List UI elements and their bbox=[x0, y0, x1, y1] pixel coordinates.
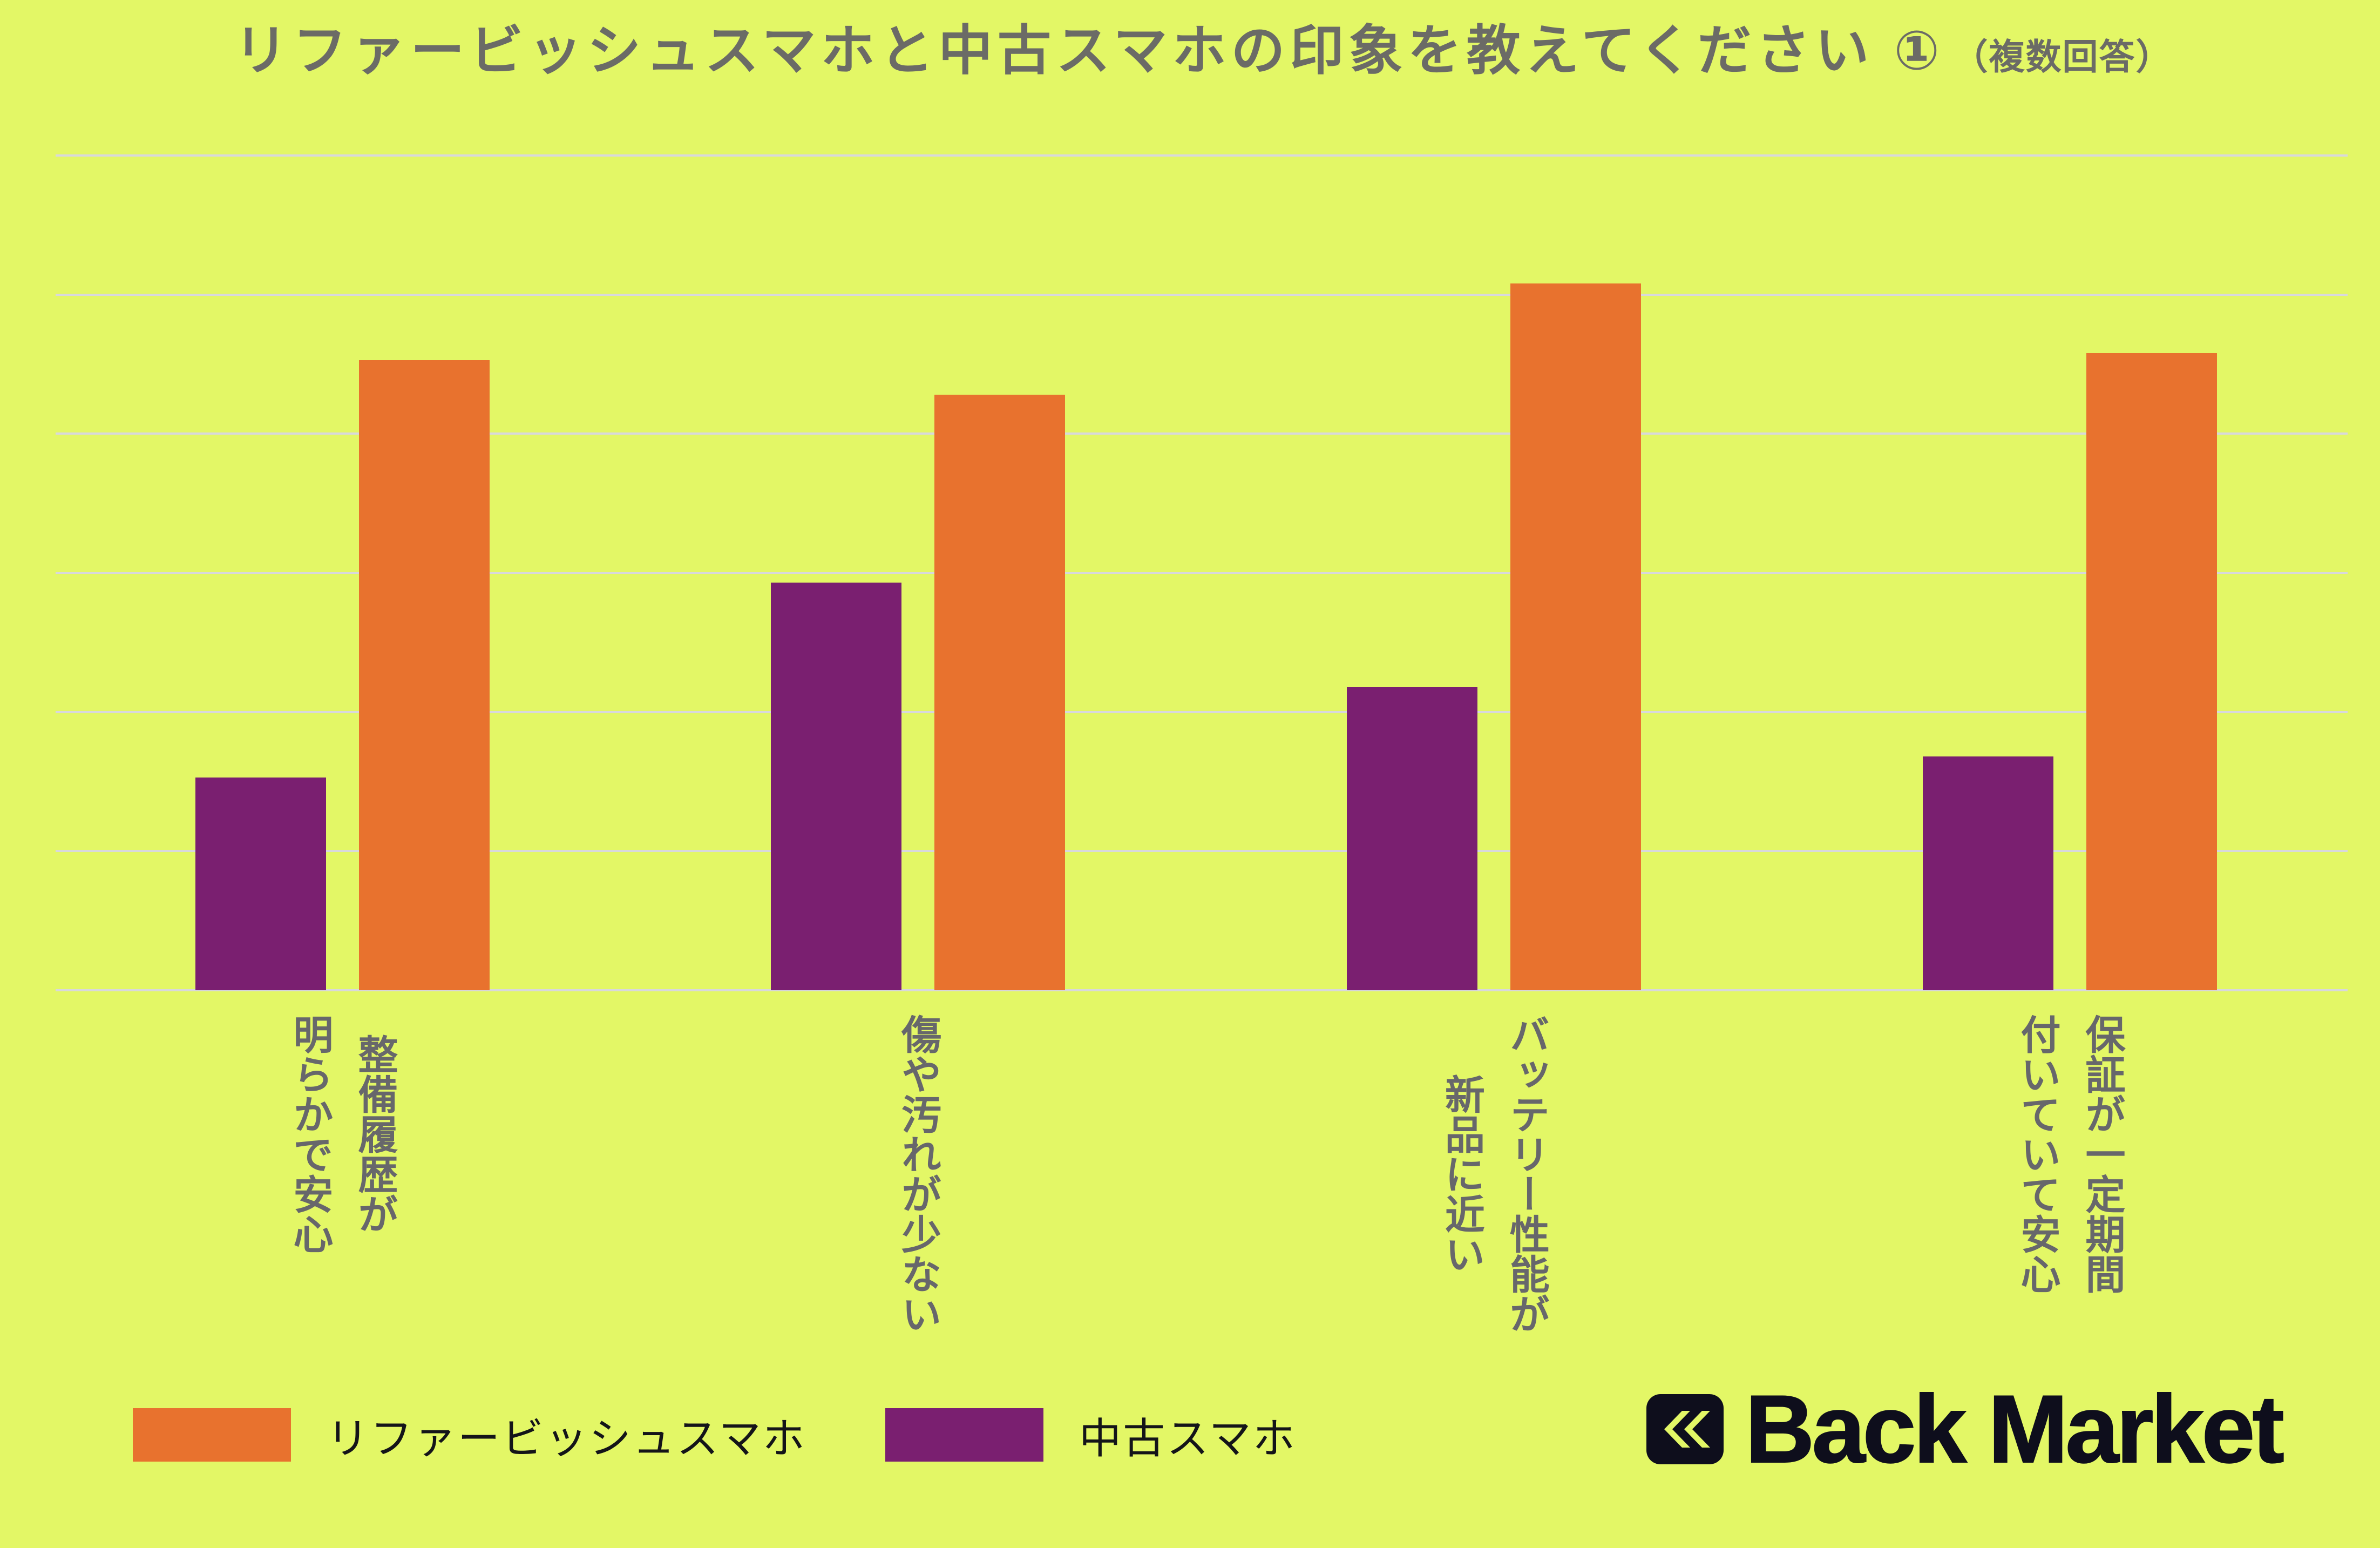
bar-used-2 bbox=[1346, 687, 1477, 990]
bar-refurbished-3 bbox=[2086, 353, 2217, 990]
legend-swatch-refurbished bbox=[133, 1408, 291, 1462]
chart-title-note: （複数回答） bbox=[1952, 37, 2173, 77]
bar-used-3 bbox=[1922, 756, 2053, 990]
gridline bbox=[56, 154, 2348, 157]
bar-used-0 bbox=[195, 777, 326, 990]
category-label-2: バッテリー性能が 新品に近い bbox=[1439, 1014, 1549, 1334]
legend-label-used: 中古スマホ bbox=[1079, 1414, 1297, 1462]
category-label-0: 整備履歴が 明らかで安心 bbox=[288, 1014, 397, 1254]
bar-refurbished-0 bbox=[358, 360, 490, 990]
chart-title: リファービッシュスマホと中古スマホの印象を教えてください ① bbox=[234, 21, 1944, 81]
back-market-logo: Back Market bbox=[1646, 1375, 2285, 1483]
bar-used-1 bbox=[771, 583, 902, 990]
gridline bbox=[56, 711, 2348, 713]
bar-refurbished-2 bbox=[1510, 283, 1641, 990]
legend-item-refurbished: リファービッシュスマホ bbox=[133, 1408, 806, 1462]
gridline bbox=[56, 293, 2348, 296]
double-chevron-left-icon bbox=[1646, 1394, 1724, 1464]
bar-refurbished-1 bbox=[934, 395, 1066, 990]
legend-label-refurbished: リファービッシュスマホ bbox=[327, 1414, 806, 1462]
category-label-3: 保証が一定期間 付いていて安心 bbox=[2015, 1014, 2125, 1294]
legend-swatch-used bbox=[885, 1408, 1043, 1462]
logo-text: Back Market bbox=[1745, 1375, 2285, 1483]
gridline bbox=[56, 850, 2348, 853]
gridline bbox=[56, 572, 2348, 574]
legend-item-used: 中古スマホ bbox=[885, 1408, 1297, 1462]
gridline bbox=[56, 989, 2348, 991]
category-label-1: 傷や汚れが少ない bbox=[896, 1014, 941, 1334]
title-row: リファービッシュスマホと中古スマホの印象を教えてください ① （複数回答） bbox=[26, 6, 2380, 85]
gridline bbox=[56, 432, 2348, 435]
